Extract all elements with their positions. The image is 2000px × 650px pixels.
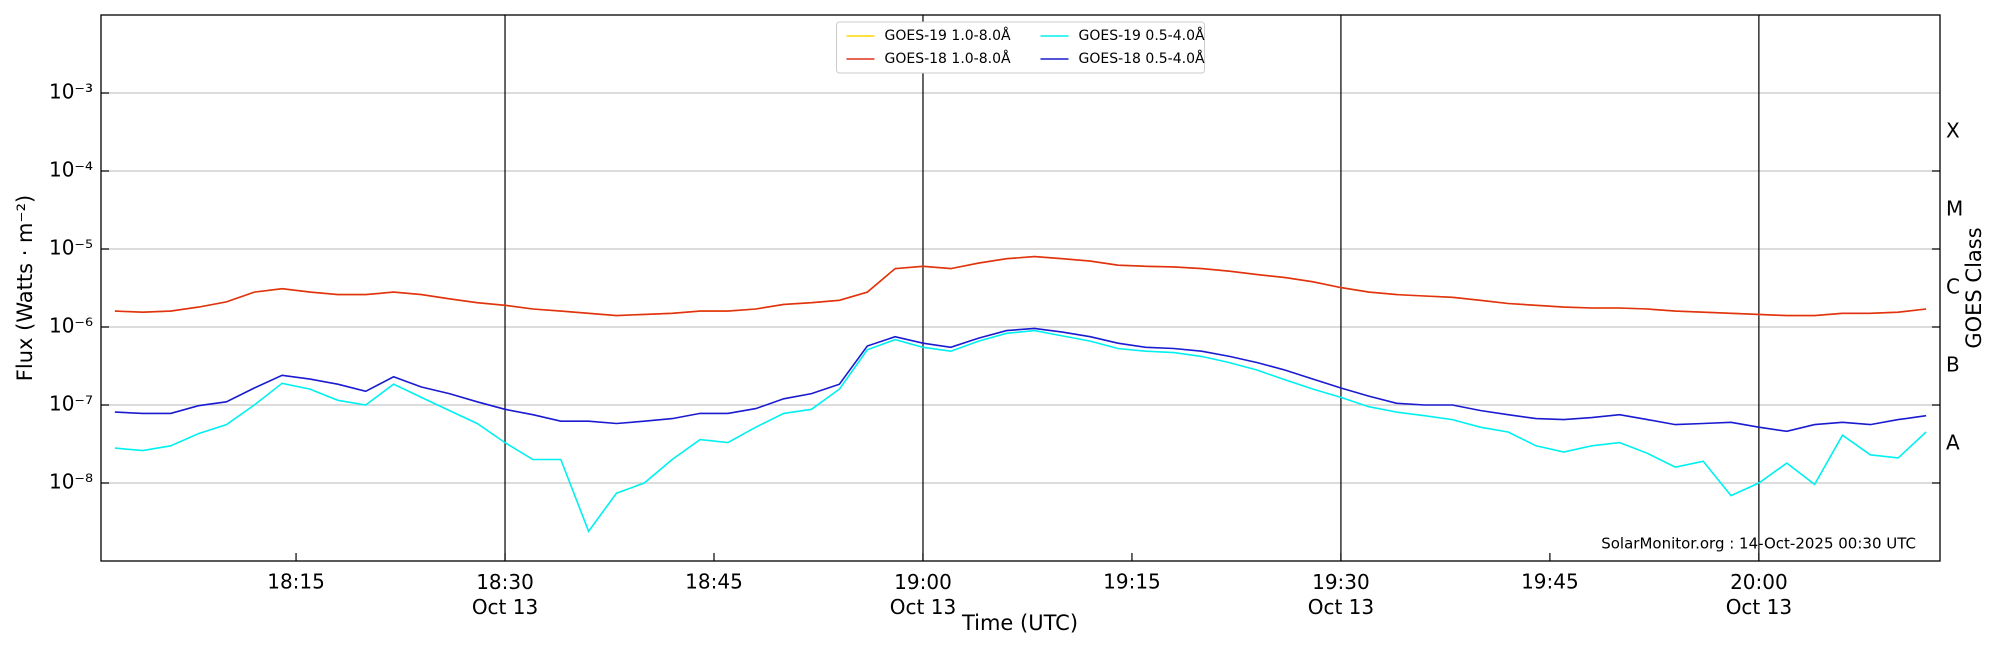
x-tick-label: 18:15	[267, 570, 325, 594]
x-tick-label: 19:30 Oct 13	[1308, 570, 1374, 619]
legend-label: GOES-18 1.0-8.0Å	[885, 50, 1011, 67]
x-tick-label-line: 18:30	[476, 570, 534, 594]
x-tick-label: 18:30 Oct 13	[472, 570, 538, 619]
y-tick-label: 10⁻⁸	[49, 470, 93, 494]
y-tick-label: 10⁻³	[49, 80, 93, 104]
y2-tick-label: B	[1946, 353, 1960, 377]
series-line	[114, 255, 1927, 317]
y2-tick-label: C	[1946, 275, 1960, 299]
x-tick-label-line: 19:30	[1312, 570, 1370, 594]
series-line	[114, 329, 1927, 533]
x-tick-label: 19:45	[1521, 570, 1579, 594]
x-tick-label: 19:00 Oct 13	[890, 570, 956, 619]
series-line	[114, 327, 1927, 433]
x-tick-label-line: Oct 13	[890, 595, 956, 619]
x-tick-label: 18:45	[685, 570, 743, 594]
plot-frame	[100, 14, 1941, 562]
y2-tick-label: M	[1946, 197, 1963, 221]
y-tick-label: 10⁻⁷	[49, 392, 93, 416]
series-line	[114, 255, 1927, 317]
legend-label: GOES-19 0.5-4.0Å	[1079, 27, 1205, 44]
y2-tick-label: X	[1946, 119, 1960, 143]
x-tick-label-line: Oct 13	[1726, 595, 1792, 619]
x-tick-label-line: Oct 13	[472, 595, 538, 619]
y2-axis-label: GOES Class	[1962, 227, 1986, 348]
legend-label: GOES-18 0.5-4.0Å	[1079, 50, 1205, 67]
y-axis-label: Flux (Watts · m⁻²)	[13, 195, 37, 381]
x-tick-label-line: 19:00	[894, 570, 952, 594]
x-tick-label: 20:00 Oct 13	[1726, 570, 1792, 619]
y2-tick-label: A	[1946, 431, 1960, 455]
x-tick-label: 19:15	[1103, 570, 1161, 594]
legend-label: GOES-19 1.0-8.0Å	[885, 27, 1011, 44]
x-tick-label-line: 20:00	[1730, 570, 1788, 594]
y-tick-label: 10⁻⁵	[49, 236, 93, 260]
y-tick-label: 10⁻⁴	[49, 158, 93, 182]
legend-box	[836, 21, 1205, 74]
x-tick-label-line: Oct 13	[1308, 595, 1374, 619]
y-tick-label: 10⁻⁶	[49, 314, 93, 338]
x-axis-label: Time (UTC)	[961, 611, 1078, 635]
